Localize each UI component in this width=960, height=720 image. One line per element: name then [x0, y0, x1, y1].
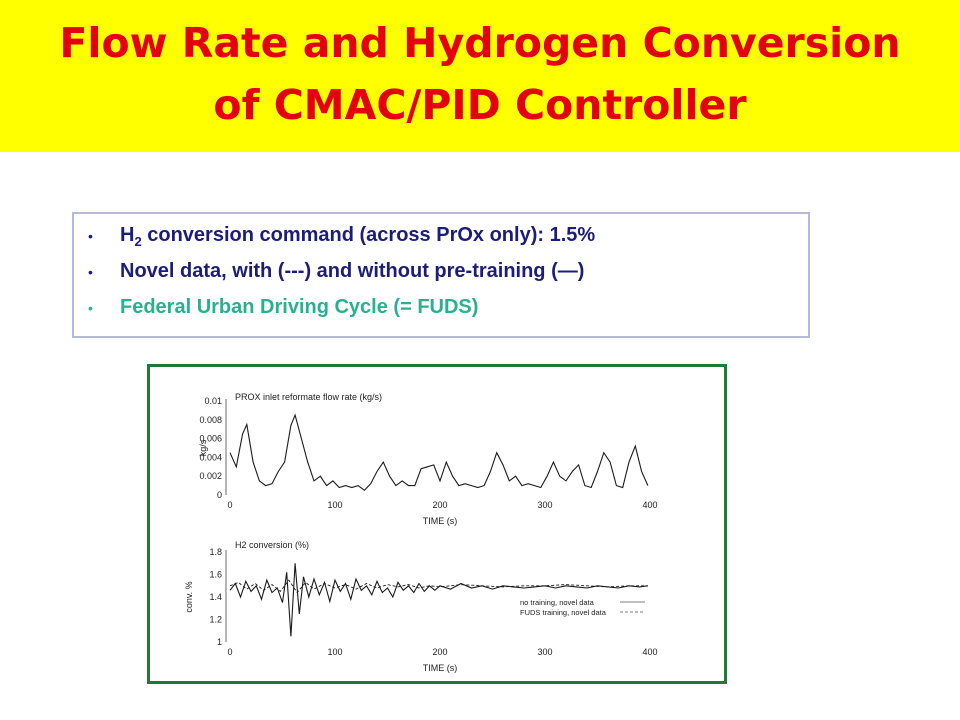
chart2-xtick-label: 300 [537, 647, 552, 657]
chart2-ytick-label: 1.2 [209, 615, 222, 625]
bullet-dot-icon: • [88, 300, 93, 316]
bullet-item-novel-data: • Novel data, with (---) and without pre-… [88, 260, 584, 283]
bullet-dot-icon: • [88, 264, 93, 280]
chart1-xtick-label: 200 [432, 500, 447, 510]
chart2-xtick-label: 400 [642, 647, 657, 657]
chart1-ytick-label: 0.006 [199, 434, 222, 444]
chart2-xtick-label: 100 [327, 647, 342, 657]
chart1-ytick-label: 0 [217, 490, 222, 500]
chart1-ytick-label: 0.002 [199, 471, 222, 481]
chart2-y-axis-label: conv. % [184, 581, 194, 612]
chart1-title: PROX inlet reformate flow rate (kg/s) [235, 392, 382, 402]
bullet2-text: Novel data, with (---) and without pre-t… [120, 260, 585, 282]
bullet-dot-icon: • [88, 228, 93, 244]
chart1-ytick-label: 0.008 [199, 415, 222, 425]
chart1-xtick-label: 100 [327, 500, 342, 510]
chart1-xtick-label: 300 [537, 500, 552, 510]
chart1-xtick-label: 0 [227, 500, 232, 510]
bullet-item-fuds: • Federal Urban Driving Cycle (= FUDS) [88, 296, 478, 319]
chart1-ytick-label: 0.01 [204, 396, 222, 406]
chart2-series-2-line [229, 579, 648, 594]
bullet3-text: Federal Urban Driving Cycle (= FUDS) [120, 296, 479, 318]
bullet1-prefix: H [120, 224, 135, 246]
slide-title: Flow Rate and Hydrogen Conversion of CMA… [0, 12, 960, 136]
chart1-series-1-line [229, 413, 649, 492]
chart-figure: PROX inlet reformate flow rate (kg/s) 0 0.… [147, 364, 727, 684]
chart1-ytick-label: 0.004 [199, 452, 222, 462]
chart1-y-axis-label: kg/s [198, 439, 208, 456]
title-banner [0, 0, 960, 152]
chart2-legend-entry-2: FUDS training, novel data [520, 608, 607, 617]
chart1-xtick-label: 400 [642, 500, 657, 510]
slide-title-line-1: Flow Rate and Hydrogen Conversion [59, 19, 901, 67]
chart2-ytick-label: 1.6 [209, 570, 222, 580]
chart2-ytick-label: 1.8 [209, 547, 222, 557]
bullet1-text: conversion command (across PrOx only): 1… [141, 224, 596, 246]
chart2-title: H2 conversion (%) [235, 540, 309, 550]
chart2-xtick-label: 200 [432, 647, 447, 657]
chart2-legend-entry-1: no training, novel data [520, 598, 595, 607]
chart2-ytick-label: 1 [217, 637, 222, 647]
chart-svg: PROX inlet reformate flow rate (kg/s) 0 0.… [184, 392, 658, 673]
chart2-ytick-label: 1.4 [209, 592, 222, 602]
bullet1-subscript: 2 [134, 234, 142, 249]
chart2-x-axis-label: TIME (s) [423, 663, 458, 673]
bullet-box: • H2 conversion command (across PrOx only… [72, 212, 810, 338]
slide-title-line-2: of CMAC/PID Controller [213, 81, 747, 129]
bullet-item-conversion-command: • H2 conversion command (across PrOx only… [88, 224, 596, 249]
chart1-x-axis-label: TIME (s) [423, 516, 458, 526]
chart2-xtick-label: 0 [227, 647, 232, 657]
